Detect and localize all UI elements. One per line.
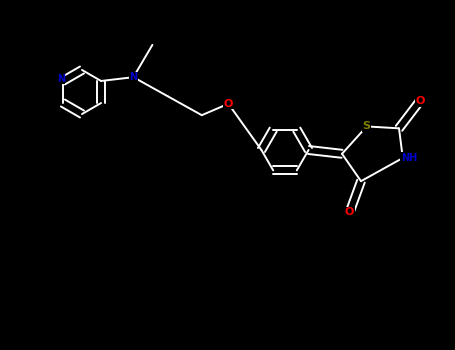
Text: O: O [224, 99, 233, 109]
Text: S: S [363, 121, 371, 132]
Text: NH: NH [401, 153, 417, 163]
Text: O: O [415, 96, 425, 106]
Text: N: N [57, 74, 65, 84]
Text: N: N [129, 72, 137, 82]
Text: O: O [345, 207, 354, 217]
